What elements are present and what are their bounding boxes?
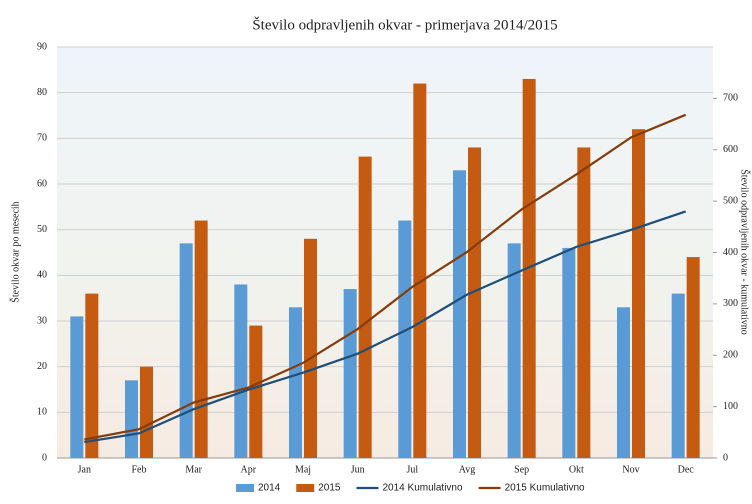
bar [672,294,685,458]
y-tick-label: 40 [37,270,47,281]
x-tick-label: Okt [569,464,584,475]
y-axis-title: Število okvar po mesecih [9,201,21,302]
chart-title: Število odpravljenih okvar - primerjava … [252,16,557,33]
legend-swatch [296,484,314,492]
x-tick-label: Sep [514,464,529,475]
x-tick-label: Maj [295,464,311,475]
legend-label: 2014 [258,483,281,494]
bar [577,147,590,458]
y2-tick-label: 400 [723,247,738,258]
y-tick-label: 10 [37,407,47,418]
legend-label: 2015 [318,483,341,494]
bar [234,284,247,458]
bar [70,316,83,458]
legend-label: 2015 Kumulativno [505,483,585,494]
y-tick-label: 20 [37,361,47,372]
legend-label: 2014 Kumulativno [383,483,463,494]
y-tick-label: 80 [37,87,47,98]
bar [468,147,481,458]
x-tick-label: Apr [241,464,257,475]
bar [304,239,317,458]
x-tick-label: Jun [351,464,365,475]
y-tick-label: 70 [37,133,47,144]
legend-swatch [236,484,254,492]
x-tick-label: Dec [678,464,695,475]
bar [249,326,262,458]
bar [359,157,372,458]
bar [85,294,98,458]
x-tick-label: Jul [406,464,418,475]
x-tick-label: Mar [185,464,202,475]
y-tick-label: 60 [37,178,47,189]
plot-background [57,47,713,458]
x-tick-label: Avg [459,464,475,475]
bar [413,84,426,458]
y2-tick-label: 100 [723,401,738,412]
bar [125,380,138,458]
bar [180,243,193,458]
bar [289,307,302,458]
bar [453,170,466,458]
y2-tick-label: 600 [723,144,738,155]
y-tick-label: 0 [42,452,47,463]
x-tick-label: Jan [78,464,91,475]
y-tick-label: 30 [37,315,47,326]
bar [632,129,645,458]
y2-tick-label: 300 [723,298,738,309]
bar [617,307,630,458]
y2-tick-label: 500 [723,195,738,206]
bar [344,289,357,458]
bar [195,221,208,458]
bar [140,367,153,458]
bar [398,221,411,458]
y2-tick-label: 200 [723,350,738,361]
x-tick-label: Feb [132,464,147,475]
y2-tick-label: 700 [723,93,738,104]
bar [687,257,700,458]
y2-axis-title: Število odpravljenih okvar - kumulativno [739,169,751,335]
y2-tick-label: 0 [723,452,728,463]
x-tick-label: Nov [622,464,639,475]
bar [562,248,575,458]
y-tick-label: 90 [37,41,47,52]
chart: Število odpravljenih okvar - primerjava … [0,0,752,499]
y-tick-label: 50 [37,224,47,235]
